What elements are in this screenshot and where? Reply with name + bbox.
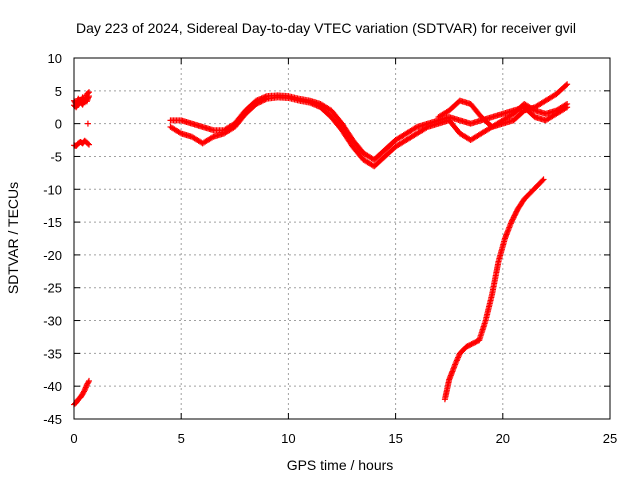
x-tick-label: 25	[603, 431, 617, 446]
x-tick-label: 5	[178, 431, 185, 446]
data-point-marker	[209, 134, 216, 141]
y-tick-label: -15	[43, 215, 62, 230]
data-point-marker	[261, 97, 268, 104]
y-tick-label: 5	[55, 84, 62, 99]
data-point-marker	[257, 98, 264, 105]
data-point-marker	[84, 120, 91, 127]
data-point-marker	[539, 177, 546, 184]
data-point-marker	[84, 140, 91, 147]
data-point-marker	[510, 215, 517, 222]
data-point-marker	[86, 377, 93, 384]
data-point-marker	[85, 379, 92, 386]
data-points	[71, 81, 571, 408]
data-point-marker	[255, 99, 262, 106]
y-tick-label: -45	[43, 412, 62, 427]
data-point-marker	[258, 98, 265, 105]
chart-title: Day 223 of 2024, Sidereal Day-to-day VTE…	[76, 20, 576, 36]
data-point-marker	[262, 96, 269, 103]
x-tick-label: 10	[281, 431, 295, 446]
data-point-marker	[86, 93, 93, 100]
y-tick-label: -30	[43, 314, 62, 329]
x-tick-label: 15	[388, 431, 402, 446]
y-tick-label: -5	[50, 149, 62, 164]
data-point-marker	[564, 81, 571, 88]
data-point-marker	[253, 100, 260, 107]
data-point-marker	[540, 176, 547, 183]
data-point-marker	[81, 388, 88, 395]
data-point-marker	[176, 129, 183, 136]
data-point-marker	[509, 217, 516, 224]
x-axis-label: GPS time / hours	[287, 457, 394, 473]
x-tick-label: 0	[70, 431, 77, 446]
grid-lines	[74, 58, 610, 419]
y-axis-label: SDTVAR / TECUs	[5, 182, 21, 294]
data-point-marker	[259, 97, 266, 104]
data-point-marker	[511, 212, 518, 219]
data-point-marker	[423, 124, 430, 131]
data-point-marker	[564, 100, 571, 107]
y-tick-label: 10	[48, 51, 62, 66]
data-point-marker	[562, 101, 569, 108]
data-point-marker	[512, 209, 519, 216]
data-point-marker	[86, 141, 93, 148]
y-tick-label: -20	[43, 248, 62, 263]
data-point-marker	[412, 124, 419, 131]
data-point-marker	[563, 82, 570, 89]
y-tick-labels: 10 5 0 -5 -10 -15 -20 -25 -30 -35 -40 -45	[43, 51, 62, 427]
data-point-marker	[510, 213, 517, 220]
x-tick-label: 20	[496, 431, 510, 446]
y-tick-label: -10	[43, 182, 62, 197]
data-point-marker	[508, 219, 515, 226]
y-tick-label: -35	[43, 346, 62, 361]
data-point-marker	[512, 211, 519, 218]
y-tick-label: -25	[43, 281, 62, 296]
data-point-marker	[513, 208, 520, 215]
data-point-marker	[254, 100, 261, 107]
plot-frame	[73, 57, 611, 420]
y-tick-label: 0	[55, 117, 62, 132]
y-tick-label: -40	[43, 379, 62, 394]
x-tick-labels: 0 5 10 15 20 25	[70, 431, 617, 446]
data-point-marker	[509, 216, 516, 223]
